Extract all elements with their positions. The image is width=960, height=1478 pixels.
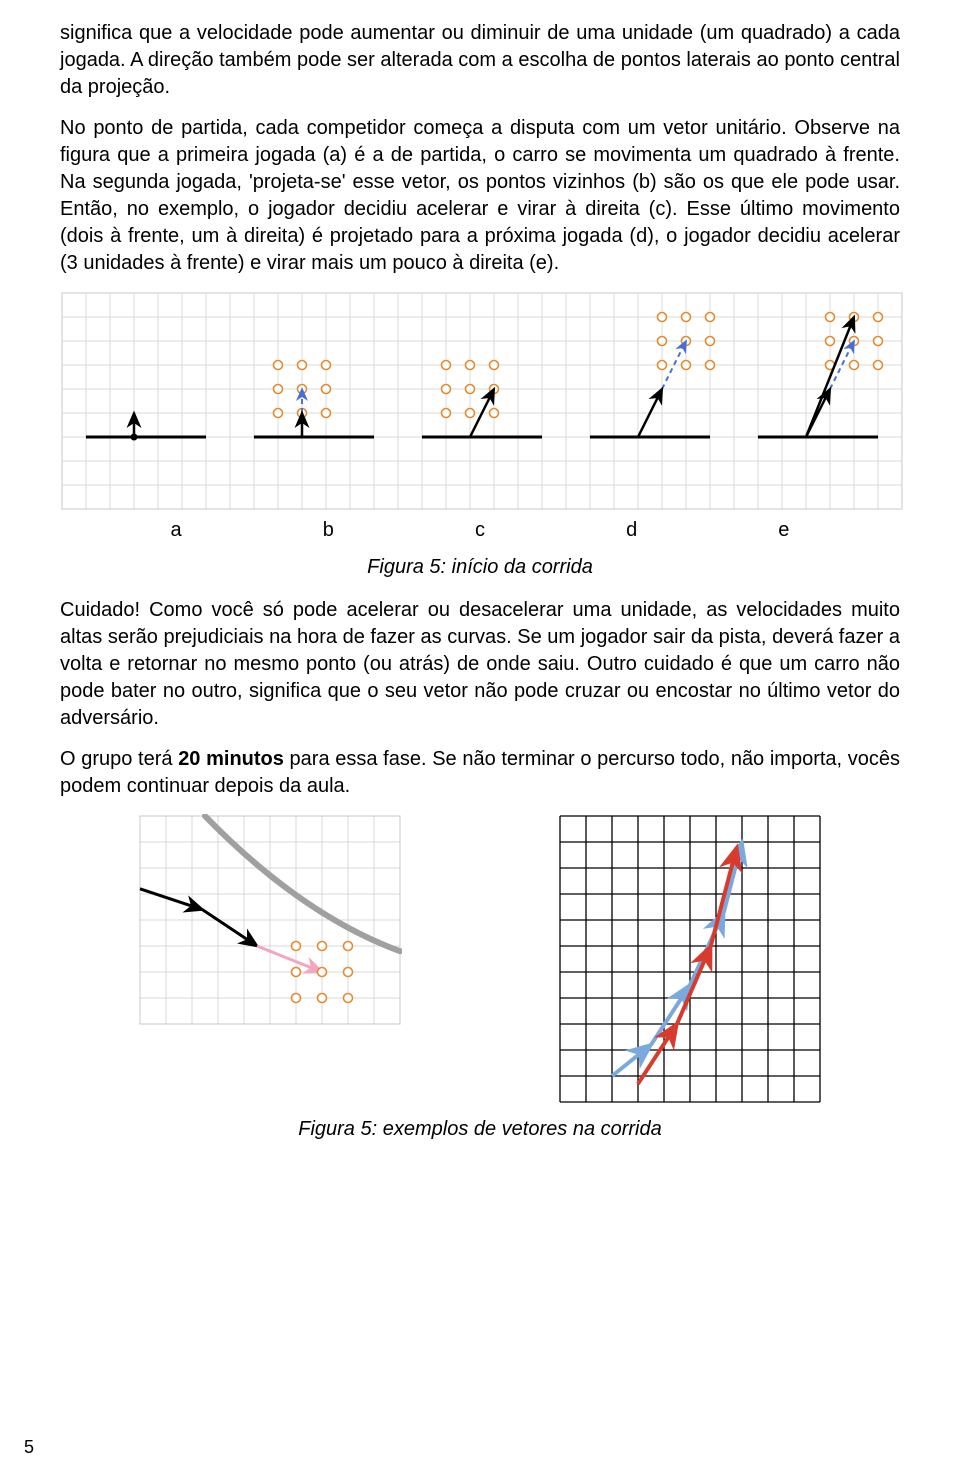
figure-5a-caption: Figura 5: início da corrida bbox=[60, 556, 900, 579]
figure-5b-caption: Figura 5: exemplos de vetores na corrida bbox=[60, 1118, 900, 1141]
para-4-pre: O grupo terá bbox=[60, 748, 178, 770]
para-4: O grupo terá 20 minutos para essa fase. … bbox=[60, 746, 900, 800]
figure-5a bbox=[60, 291, 904, 511]
figure-5b-right bbox=[558, 814, 822, 1104]
label-b: b bbox=[323, 519, 334, 542]
para-2: No ponto de partida, cada competidor com… bbox=[60, 115, 900, 277]
para-4-bold: 20 minutos bbox=[178, 748, 284, 770]
para-3: Cuidado! Como você só pode acelerar ou d… bbox=[60, 597, 900, 732]
label-d: d bbox=[626, 519, 637, 542]
figure-5b-left bbox=[138, 814, 402, 1026]
figure-5b-row bbox=[60, 814, 900, 1104]
label-c: c bbox=[475, 519, 485, 542]
page-number: 5 bbox=[24, 1437, 34, 1458]
label-a: a bbox=[171, 519, 182, 542]
figure-5a-labels: a b c d e bbox=[100, 519, 860, 542]
para-1: significa que a velocidade pode aumentar… bbox=[60, 20, 900, 101]
label-e: e bbox=[778, 519, 789, 542]
